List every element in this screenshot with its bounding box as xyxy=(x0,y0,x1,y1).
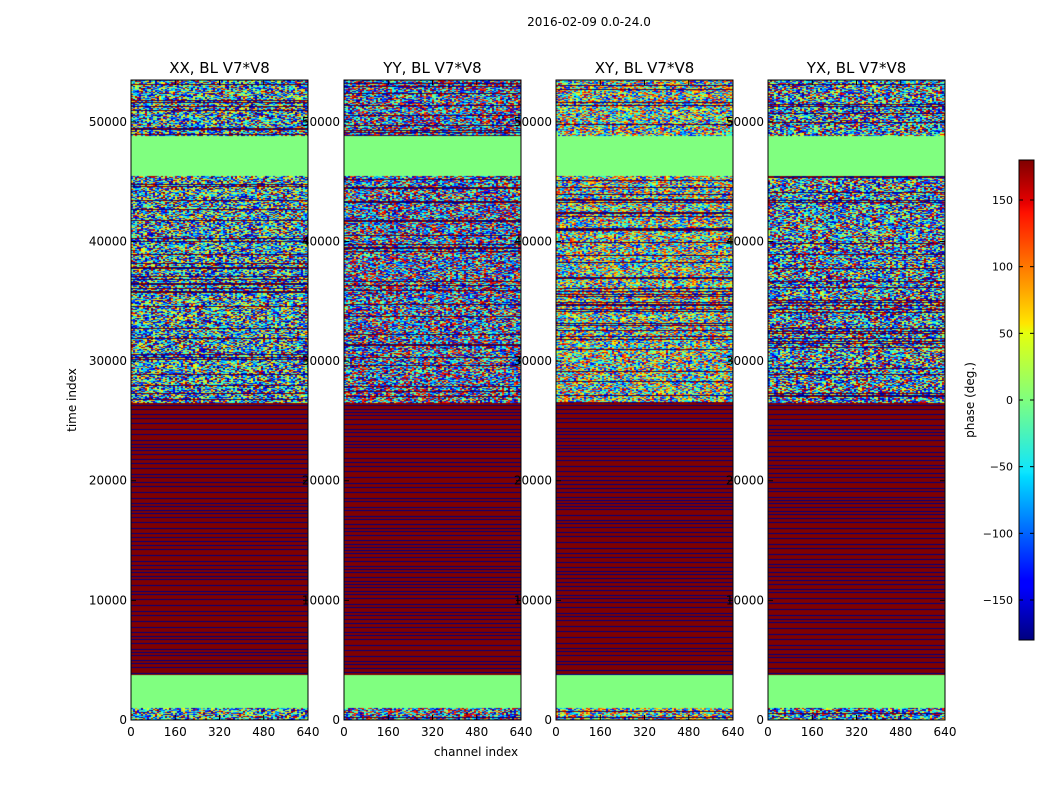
x-tick-label: 480 xyxy=(677,725,700,739)
heatmap-image xyxy=(556,80,733,720)
colorbar-tick-label: −50 xyxy=(990,461,1013,474)
panel-3: YX, BL V7*V8 0 160 320 480 640 0 10000 20000 3000… xyxy=(726,59,957,739)
x-axis-label: channel index xyxy=(434,745,518,759)
x-tick-label: 320 xyxy=(845,725,868,739)
y-tick-label: 40000 xyxy=(514,234,552,248)
y-tick-label: 20000 xyxy=(514,474,552,488)
x-tick-label: 160 xyxy=(589,725,612,739)
x-tick-label: 0 xyxy=(552,725,560,739)
colorbar-tick-label: 100 xyxy=(992,261,1013,274)
colorbar-tick-label: −100 xyxy=(983,527,1013,540)
x-tick-label: 320 xyxy=(633,725,656,739)
panel-title: XX, BL V7*V8 xyxy=(169,59,270,77)
x-tick-label: 160 xyxy=(164,725,187,739)
y-tick-label: 10000 xyxy=(302,593,340,607)
y-tick-label: 40000 xyxy=(726,234,764,248)
colorbar-ticks: 150 100 50 0 −50 −100 −150 xyxy=(983,194,1034,607)
panel-title: YY, BL V7*V8 xyxy=(382,59,481,77)
y-tick-label: 0 xyxy=(332,713,340,727)
x-tick-label: 640 xyxy=(722,725,745,739)
x-tick-label: 0 xyxy=(340,725,348,739)
colorbar-label: phase (deg.) xyxy=(963,362,977,438)
y-axis-label: time index xyxy=(65,368,79,432)
x-tick-label: 0 xyxy=(127,725,135,739)
y-tick-label: 30000 xyxy=(89,354,127,368)
x-tick-label: 480 xyxy=(465,725,488,739)
heatmap-image xyxy=(768,80,945,720)
y-tick-label: 40000 xyxy=(302,234,340,248)
heatmap-image xyxy=(131,80,308,720)
y-tick-label: 30000 xyxy=(514,354,552,368)
y-tick-label: 30000 xyxy=(726,354,764,368)
panels: XX, BL V7*V8 0 160 320 480 640 0 10000 20000 3000… xyxy=(89,59,957,739)
panel-0: XX, BL V7*V8 0 160 320 480 640 0 10000 20000 3000… xyxy=(89,59,320,739)
x-tick-label: 160 xyxy=(801,725,824,739)
x-tick-label: 640 xyxy=(934,725,957,739)
y-tick-label: 20000 xyxy=(302,474,340,488)
x-tick-label: 480 xyxy=(889,725,912,739)
y-tick-label: 50000 xyxy=(302,115,340,129)
panel-title: YX, BL V7*V8 xyxy=(806,59,907,77)
y-tick-label: 0 xyxy=(756,713,764,727)
x-tick-label: 640 xyxy=(510,725,533,739)
colorbar: 150 100 50 0 −50 −100 −150 phase (deg.) xyxy=(963,159,1035,641)
y-tick-label: 50000 xyxy=(89,115,127,129)
x-tick-label: 160 xyxy=(377,725,400,739)
y-tick-label: 30000 xyxy=(302,354,340,368)
figure-title: 2016-02-09 0.0-24.0 xyxy=(527,15,651,29)
y-tick-label: 20000 xyxy=(89,474,127,488)
colorbar-tick-label: 0 xyxy=(1006,394,1013,407)
y-tick-label: 10000 xyxy=(514,593,552,607)
y-tick-label: 10000 xyxy=(89,593,127,607)
colorbar-tick-label: −150 xyxy=(983,594,1013,607)
x-tick-label: 320 xyxy=(421,725,444,739)
panel-title: XY, BL V7*V8 xyxy=(595,59,695,77)
y-tick-label: 50000 xyxy=(726,115,764,129)
y-tick-label: 40000 xyxy=(89,234,127,248)
x-tick-label: 640 xyxy=(297,725,320,739)
x-tick-label: 0 xyxy=(764,725,772,739)
x-tick-label: 320 xyxy=(208,725,231,739)
colorbar-tick-label: 50 xyxy=(999,327,1013,340)
y-tick-label: 20000 xyxy=(726,474,764,488)
heatmap-image xyxy=(344,80,521,720)
y-tick-label: 0 xyxy=(544,713,552,727)
colorbar-tick-label: 150 xyxy=(992,194,1013,207)
y-tick-label: 0 xyxy=(119,713,127,727)
y-tick-label: 50000 xyxy=(514,115,552,129)
panel-2: XY, BL V7*V8 0 160 320 480 640 0 10000 20000 3000… xyxy=(514,59,745,739)
x-tick-label: 480 xyxy=(252,725,275,739)
panel-1: YY, BL V7*V8 0 160 320 480 640 0 10000 20000 3000… xyxy=(302,59,533,739)
y-tick-label: 10000 xyxy=(726,593,764,607)
